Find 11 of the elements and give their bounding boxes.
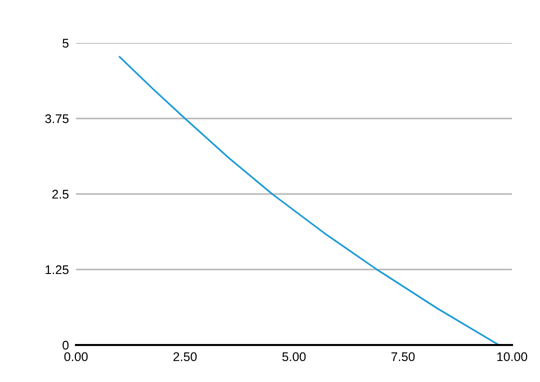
y-tick-label: 1.25 <box>46 265 69 274</box>
y-tick-label: 2.5 <box>52 190 69 199</box>
y-tick-label: 0 <box>62 340 69 350</box>
y-tick-label: 5 <box>62 38 69 48</box>
x-tick-label: 0.00 <box>64 352 88 362</box>
y-tick-label: 3.75 <box>45 114 69 124</box>
x-tick-label: 7.50 <box>391 352 415 362</box>
x-tick-label: 2.50 <box>173 352 197 362</box>
x-tick-label: 10.00 <box>497 352 528 362</box>
x-tick-label: 5.00 <box>282 352 306 362</box>
line-series <box>118 56 500 345</box>
